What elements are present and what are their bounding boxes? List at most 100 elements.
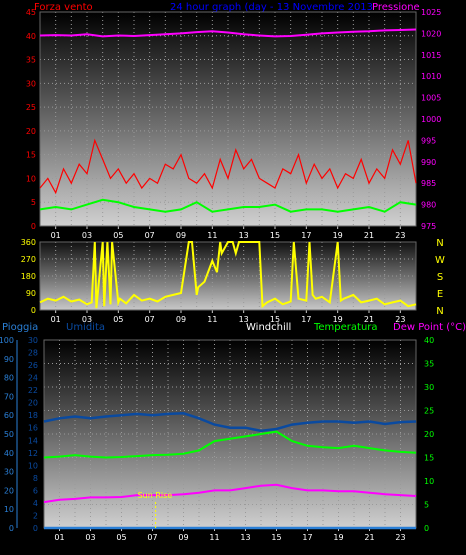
rain-tick-label: 70 (4, 392, 14, 401)
y-left-tick-label: 5 (31, 198, 36, 207)
y-right-tick-label: 1025 (421, 8, 441, 17)
x-tick-label: 13 (239, 315, 249, 324)
humidity-tick-label: 2 (33, 511, 38, 520)
x-tick-label: 11 (207, 315, 217, 324)
direction-tick-label: 270 (21, 255, 36, 264)
temperature-tick-label: 30 (424, 383, 434, 392)
x-tick-label: 09 (178, 533, 188, 542)
rain-tick-label: 20 (4, 486, 14, 495)
humidity-tick-label: 20 (28, 399, 38, 408)
y-left-tick-label: 45 (26, 8, 36, 17)
temperature-tick-label: 25 (424, 407, 434, 416)
humidity-header: Umidita (66, 322, 105, 333)
rain-tick-label: 90 (4, 355, 14, 364)
direction-tick-label: 360 (21, 238, 36, 247)
x-tick-label: 09 (176, 315, 186, 324)
sunrise-annotation: Sun Rise (138, 491, 173, 500)
humidity-tick-label: 26 (28, 361, 38, 370)
x-tick-label: 21 (364, 231, 374, 240)
y-left-tick-label: 15 (26, 151, 36, 160)
wind-average-line (39, 198, 417, 213)
compass-label: W (435, 255, 445, 266)
pressure-title: Pressione (372, 2, 420, 13)
humidity-line (43, 412, 417, 433)
y-right-tick-label: 1005 (421, 94, 441, 103)
wind-axes: 01 03 05 07 09 11 13 15 17 19 21 230510152025303540… (26, 8, 442, 240)
windchill-header: Windchill (246, 322, 291, 333)
x-tick-label: 05 (113, 315, 123, 324)
compass-label: N (436, 306, 443, 317)
x-tick-label: 15 (270, 315, 280, 324)
y-right-tick-label: 1000 (421, 115, 441, 124)
y-right-tick-label: 985 (421, 179, 436, 188)
humidity-tick-label: 10 (28, 461, 38, 470)
x-tick-label: 07 (145, 231, 155, 240)
wind-speed-line (39, 138, 417, 195)
x-tick-label: 21 (364, 315, 374, 324)
x-tick-label: 15 (270, 231, 280, 240)
temperature-tick-label: 0 (424, 524, 429, 533)
rain-tick-label: 100 (0, 336, 14, 345)
rain-tick-label: 40 (4, 449, 14, 458)
plot-border (39, 11, 417, 227)
humidity-tick-label: 6 (33, 486, 38, 495)
x-tick-label: 19 (333, 315, 343, 324)
y-left-tick-label: 30 (26, 79, 36, 88)
direction-tick-label: 0 (31, 306, 36, 315)
wind-series (39, 28, 417, 213)
temperature-tick-label: 35 (424, 360, 434, 369)
y-right-tick-label: 1010 (421, 72, 441, 81)
rain-header: Pioggia (2, 322, 38, 333)
rain-tick-label: 10 (4, 505, 14, 514)
temperature-tick-label: 20 (424, 430, 434, 439)
rain-tick-label: 0 (9, 524, 14, 533)
x-tick-label: 01 (51, 231, 61, 240)
direction-tick-label: 90 (26, 289, 36, 298)
dewpoint-line (43, 483, 417, 504)
x-tick-label: 17 (302, 533, 312, 542)
y-right-tick-label: 990 (421, 158, 436, 167)
x-tick-label: 23 (395, 315, 405, 324)
temperature-line (43, 430, 417, 459)
humidity-tick-label: 14 (28, 436, 38, 445)
x-tick-label: 17 (301, 315, 311, 324)
y-left-tick-label: 0 (31, 222, 36, 231)
temperature-tick-label: 10 (424, 477, 434, 486)
humidity-series (43, 412, 417, 530)
dewpoint-header: Dew Point (°C) (393, 322, 466, 333)
x-tick-label: 03 (82, 315, 92, 324)
y-left-tick-label: 40 (26, 32, 36, 41)
y-left-tick-label: 20 (26, 127, 36, 136)
rain-tick-label: 50 (4, 430, 14, 439)
direction-tick-label: 180 (21, 272, 36, 281)
compass-label: E (437, 289, 443, 300)
y-right-tick-label: 995 (421, 136, 436, 145)
x-tick-label: 05 (116, 533, 126, 542)
compass-label: S (437, 272, 443, 283)
x-tick-label: 03 (85, 533, 95, 542)
temperature-tick-label: 40 (424, 336, 434, 345)
rain-tick-label: 80 (4, 374, 14, 383)
x-tick-label: 09 (176, 231, 186, 240)
y-right-tick-label: 1020 (421, 29, 441, 38)
pressure-line (39, 28, 417, 38)
x-tick-label: 11 (209, 533, 219, 542)
y-right-tick-label: 980 (421, 201, 436, 210)
temperature-tick-label: 15 (424, 454, 434, 463)
x-tick-label: 05 (113, 231, 123, 240)
humidity-tick-label: 30 (28, 336, 38, 345)
temperature-tick-label: 5 (424, 501, 429, 510)
humidity-tick-label: 0 (33, 524, 38, 533)
compass-label: N (436, 238, 443, 249)
x-tick-label: 23 (395, 231, 405, 240)
rain-tick-label: 60 (4, 411, 14, 420)
graph-title: 24 hour graph (day - 13 Novembre 2013 (170, 2, 373, 13)
x-tick-label: 13 (239, 231, 249, 240)
wind-direction-line (39, 241, 417, 309)
rain-tick-label: 30 (4, 468, 14, 477)
x-tick-label: 03 (82, 231, 92, 240)
humidity-tick-label: 12 (28, 449, 38, 458)
humidity-tick-label: 18 (28, 411, 38, 420)
direction-series (39, 241, 417, 309)
